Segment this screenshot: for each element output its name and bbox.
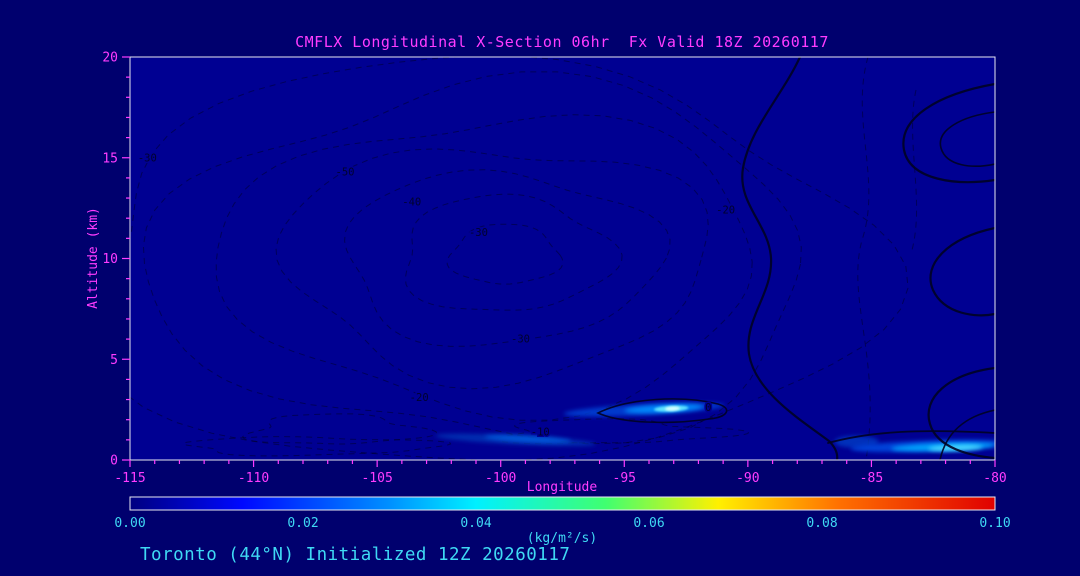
y-tick-label: 0 bbox=[110, 454, 118, 469]
flux-features bbox=[435, 402, 995, 453]
flux-streak bbox=[484, 434, 572, 443]
x-tick-label: -110 bbox=[238, 471, 269, 486]
colorbar-units: (kg/m²/s) bbox=[527, 531, 597, 546]
colorbar-tick-label: 0.00 bbox=[114, 516, 145, 531]
x-tick-label: -80 bbox=[983, 471, 1006, 486]
dashed-contour bbox=[275, 148, 709, 390]
dashed-contour bbox=[911, 89, 918, 251]
dashed-contour bbox=[404, 193, 623, 311]
x-tick-label: -100 bbox=[485, 471, 516, 486]
x-tick-label: -95 bbox=[613, 471, 636, 486]
colorbar-tick-label: 0.06 bbox=[633, 516, 664, 531]
x-axis-label: Longitude bbox=[527, 480, 598, 495]
dashed-contour bbox=[242, 413, 438, 445]
dashed-contour bbox=[183, 436, 452, 457]
dashed-contour bbox=[142, 71, 802, 445]
x-axis-ticks: -115 -110 -105 -100 -95 -90 -85 -80 bbox=[114, 460, 1007, 486]
plot-title: CMFLX Longitudinal X-Section 06hr Fx Val… bbox=[295, 33, 829, 51]
colorbar-tick-label: 0.10 bbox=[979, 516, 1010, 531]
contour-label: -30 bbox=[469, 227, 488, 239]
colorbar-tick-label: 0.04 bbox=[460, 516, 491, 531]
solid-contours bbox=[596, 57, 995, 460]
y-tick-label: 15 bbox=[102, 151, 118, 166]
y-tick-label: 5 bbox=[110, 353, 118, 368]
colorbar-tick-labels: 0.00 0.02 0.04 0.06 0.08 0.10 bbox=[114, 516, 1010, 531]
dashed-contour bbox=[344, 169, 671, 347]
y-axis-label: Altitude (km) bbox=[86, 207, 101, 309]
flux-streak bbox=[665, 406, 680, 411]
contour-label: -30 bbox=[511, 334, 530, 346]
y-axis-ticks: 0 5 10 15 20 bbox=[102, 51, 130, 469]
solid-contour bbox=[939, 409, 995, 460]
contour-label: -50 bbox=[336, 166, 355, 178]
x-tick-label: -90 bbox=[736, 471, 759, 486]
colorbar-tick-label: 0.08 bbox=[806, 516, 837, 531]
flux-streak bbox=[928, 444, 983, 451]
contour-lines bbox=[130, 57, 918, 460]
colorbar-tick-label: 0.02 bbox=[287, 516, 318, 531]
solid-contour bbox=[827, 430, 995, 444]
dashed-contour bbox=[857, 57, 871, 460]
dashed-contour bbox=[497, 418, 749, 445]
contour-label: -30 bbox=[138, 152, 157, 164]
colorbar bbox=[129, 496, 996, 511]
solid-contour bbox=[596, 398, 728, 424]
contour-label: -20 bbox=[410, 392, 429, 404]
x-tick-label: -85 bbox=[860, 471, 883, 486]
contour-label: -20 bbox=[716, 205, 735, 217]
x-tick-label: -115 bbox=[114, 471, 145, 486]
contour-label: 0 bbox=[705, 402, 711, 414]
solid-contour bbox=[741, 57, 839, 460]
dashed-contour bbox=[130, 57, 909, 460]
contour-label: -10 bbox=[531, 426, 550, 438]
contour-label: -40 bbox=[402, 197, 421, 209]
solid-contour bbox=[902, 82, 995, 184]
solid-contour bbox=[929, 226, 995, 317]
y-tick-label: 20 bbox=[102, 51, 118, 66]
solid-contour bbox=[939, 111, 995, 167]
y-tick-label: 10 bbox=[102, 252, 118, 267]
contour-labels: -30 -50 -40 -30 -20 -30 -20 -10 0 bbox=[136, 151, 736, 440]
dashed-contour bbox=[446, 223, 564, 285]
footer-text: Toronto (44°N) Initialized 12Z 20260117 bbox=[140, 545, 570, 565]
dashed-contour bbox=[215, 114, 753, 421]
x-tick-label: -105 bbox=[361, 471, 392, 486]
solid-contour bbox=[927, 366, 995, 460]
